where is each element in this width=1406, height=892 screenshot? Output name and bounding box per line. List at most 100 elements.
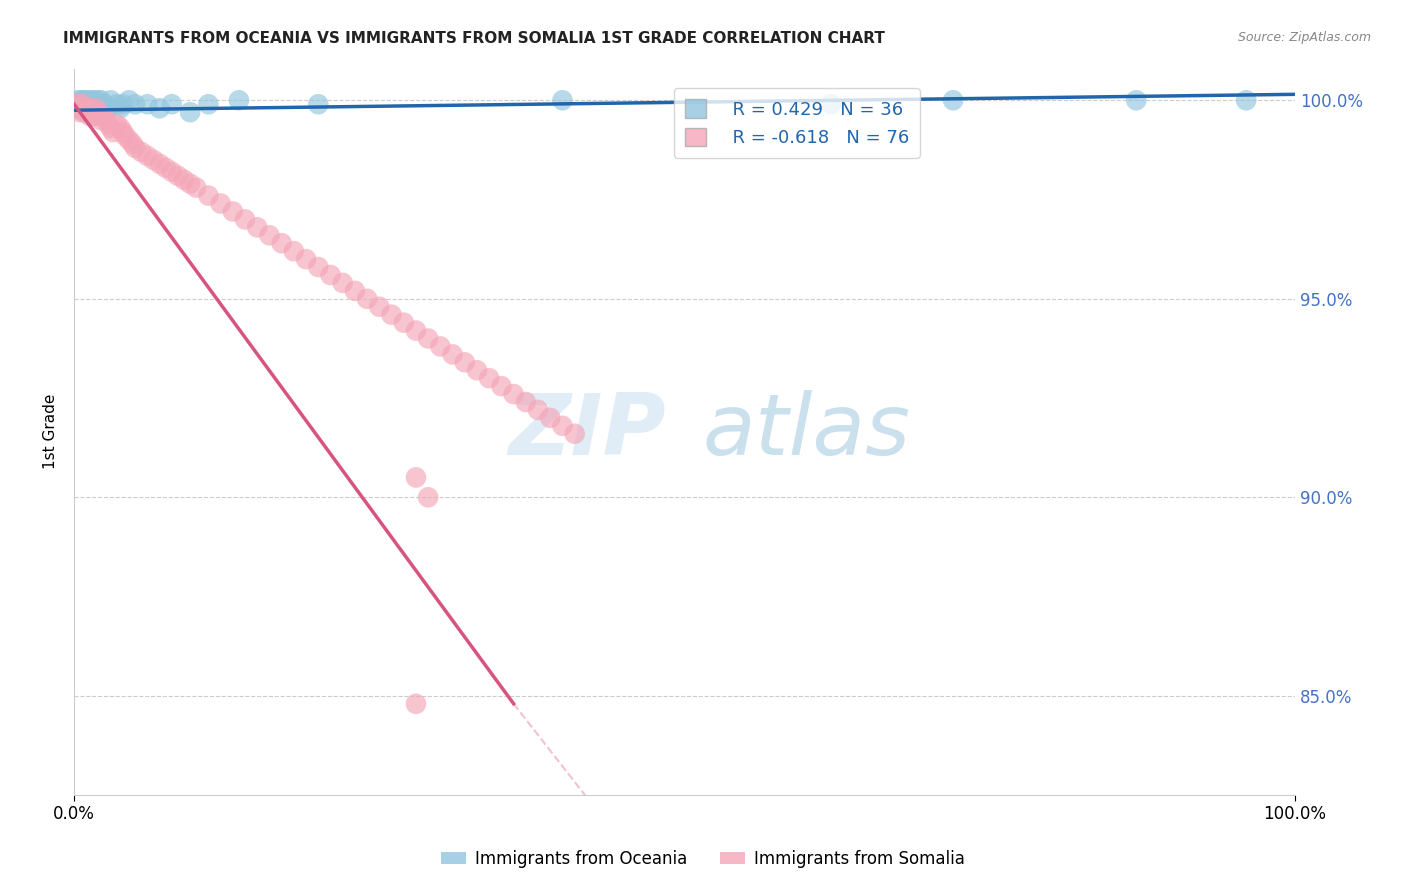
Point (551, 93, 574, 107)
Point (418, 331, 440, 345)
Point (72, 97, 94, 112)
Point (368, 300, 391, 314)
Point (1234, 93, 1257, 107)
Point (538, 410, 561, 425)
Point (105, 117, 128, 131)
Point (222, 204, 245, 219)
Point (307, 97, 329, 112)
Point (246, 220, 269, 235)
Point (233, 212, 256, 227)
Point (465, 363, 488, 377)
Point (69, 105, 91, 120)
Point (454, 355, 477, 369)
Point (197, 188, 219, 202)
Point (124, 141, 146, 155)
Point (70, 93, 93, 107)
Text: IMMIGRANTS FROM OCEANIA VS IMMIGRANTS FROM SOMALIA 1ST GRADE CORRELATION CHART: IMMIGRANTS FROM OCEANIA VS IMMIGRANTS FR… (63, 31, 886, 46)
Point (65, 101, 87, 115)
Point (564, 426, 586, 441)
Point (101, 125, 124, 139)
Point (118, 93, 141, 107)
Point (441, 347, 464, 361)
Point (67, 97, 90, 112)
Point (84, 97, 107, 112)
Point (228, 93, 250, 107)
Point (75, 93, 97, 107)
Point (79, 109, 101, 123)
Point (515, 395, 537, 409)
Text: Source: ZipAtlas.com: Source: ZipAtlas.com (1237, 31, 1371, 45)
Point (121, 136, 143, 151)
Point (87, 105, 110, 120)
Point (418, 491, 440, 505)
Point (155, 161, 177, 175)
Point (392, 316, 415, 330)
Point (148, 157, 170, 171)
Point (380, 308, 402, 322)
Point (429, 339, 451, 353)
Point (167, 169, 190, 183)
Point (209, 196, 232, 211)
Point (173, 172, 195, 186)
Point (65, 101, 87, 115)
Legend: Immigrants from Oceania, Immigrants from Somalia: Immigrants from Oceania, Immigrants from… (434, 844, 972, 875)
Point (405, 697, 427, 711)
Point (77, 105, 100, 120)
Point (283, 244, 305, 259)
Point (179, 105, 201, 120)
Point (942, 93, 965, 107)
Point (110, 101, 132, 115)
Point (75, 97, 97, 112)
Point (259, 228, 281, 243)
Point (72, 97, 94, 112)
Point (75, 101, 97, 115)
Point (93, 97, 115, 112)
Point (820, 97, 842, 112)
Point (136, 149, 159, 163)
Point (75, 105, 97, 120)
Point (65, 97, 87, 112)
Point (93, 109, 115, 123)
Point (160, 97, 183, 112)
Point (405, 324, 427, 338)
Point (73, 93, 96, 107)
Point (179, 177, 201, 191)
Point (84, 101, 107, 115)
Point (86, 109, 108, 123)
Point (66, 97, 89, 112)
Point (83, 97, 105, 112)
Point (83, 105, 105, 120)
Legend:   R = 0.429   N = 36,   R = -0.618   N = 76: R = 0.429 N = 36, R = -0.618 N = 76 (673, 88, 920, 158)
Point (502, 387, 524, 401)
Point (270, 236, 292, 251)
Point (478, 371, 501, 385)
Point (111, 125, 134, 139)
Point (100, 93, 122, 107)
Text: atlas: atlas (703, 391, 911, 474)
Point (82, 105, 104, 120)
Point (100, 121, 122, 136)
Point (82, 93, 104, 107)
Point (129, 145, 152, 159)
Point (66, 93, 89, 107)
Point (70, 101, 93, 115)
Point (87, 93, 110, 107)
Point (186, 180, 208, 194)
Point (343, 284, 366, 298)
Point (527, 403, 550, 417)
Point (307, 260, 329, 274)
Text: ZIP: ZIP (508, 391, 665, 474)
Point (76, 97, 98, 112)
Point (1125, 93, 1147, 107)
Point (319, 268, 342, 282)
Point (83, 93, 105, 107)
Point (197, 97, 219, 112)
Point (124, 97, 146, 112)
Point (332, 276, 354, 290)
Point (111, 97, 134, 112)
Point (142, 153, 165, 167)
Point (97, 117, 120, 131)
Point (97, 101, 120, 115)
Point (94, 113, 117, 128)
Point (80, 101, 103, 115)
